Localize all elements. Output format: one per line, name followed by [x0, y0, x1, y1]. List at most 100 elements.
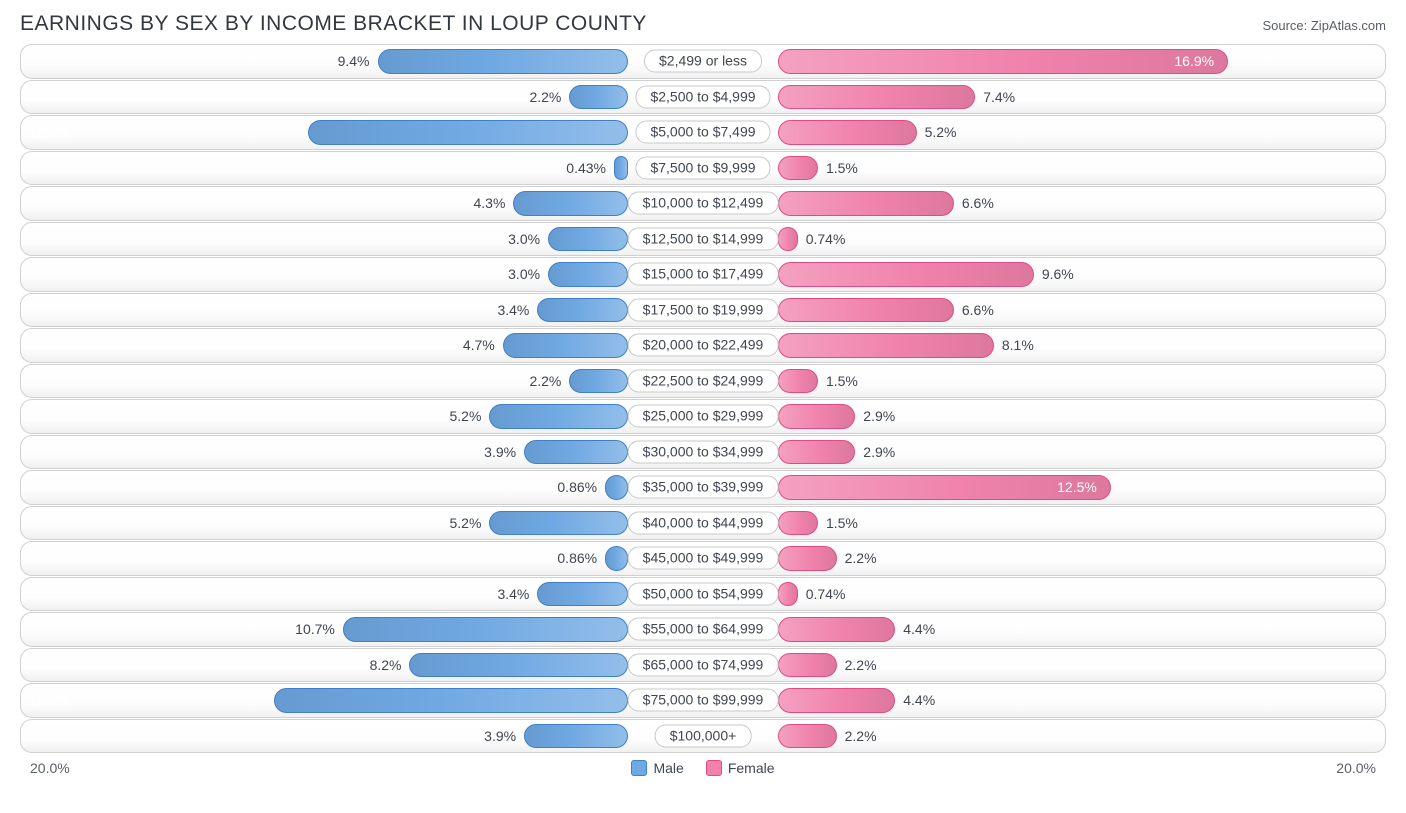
- bar-female: [778, 511, 818, 536]
- axis-max-left: 20.0%: [30, 760, 70, 776]
- chart-row: 5.2% 1.5% $40,000 to $44,999: [20, 506, 1386, 541]
- value-female: 1.5%: [826, 515, 858, 531]
- value-male: 3.0%: [508, 266, 540, 282]
- value-female: 6.6%: [962, 302, 994, 318]
- chart-source: Source: ZipAtlas.com: [1262, 18, 1386, 33]
- bar-male: [548, 227, 628, 252]
- value-female: 0.74%: [806, 231, 846, 247]
- value-male: 3.4%: [497, 302, 529, 318]
- bracket-label: $100,000+: [655, 724, 752, 747]
- chart-row: 3.0% 9.6% $15,000 to $17,499: [20, 257, 1386, 292]
- legend-item-male: Male: [631, 760, 683, 776]
- bracket-label: $35,000 to $39,999: [628, 476, 779, 499]
- bracket-label: $45,000 to $49,999: [628, 547, 779, 570]
- chart-row: 0.86% 12.5% $35,000 to $39,999: [20, 470, 1386, 505]
- bracket-label: $75,000 to $99,999: [628, 689, 779, 712]
- value-female: 2.2%: [845, 728, 877, 744]
- bar-male: [524, 724, 628, 749]
- legend-item-female: Female: [706, 760, 775, 776]
- value-male: 13.3%: [29, 692, 328, 708]
- value-female: 2.9%: [863, 408, 895, 424]
- value-female: 16.9%: [1174, 53, 1214, 69]
- bracket-label: $30,000 to $34,999: [628, 440, 779, 463]
- value-female: 12.5%: [1057, 479, 1097, 495]
- value-female: 2.2%: [845, 657, 877, 673]
- legend-label-female: Female: [728, 760, 775, 776]
- chart-row: 4.7% 8.1% $20,000 to $22,499: [20, 328, 1386, 363]
- bar-male: [537, 582, 628, 607]
- value-male: 5.2%: [450, 515, 482, 531]
- value-female: 4.4%: [903, 621, 935, 637]
- bracket-label: $20,000 to $22,499: [628, 334, 779, 357]
- value-male: 3.9%: [484, 728, 516, 744]
- value-male: 4.3%: [473, 195, 505, 211]
- diverging-bar-chart: 9.4% 16.9% $2,499 or less 2.2%7.4%$2,500 to…: [0, 44, 1406, 753]
- value-male: 3.9%: [484, 444, 516, 460]
- value-female: 6.6%: [962, 195, 994, 211]
- bar-male: [503, 333, 628, 358]
- value-female: 1.5%: [826, 373, 858, 389]
- bar-female: [778, 298, 954, 323]
- bar-male: [409, 653, 628, 678]
- value-male: 12.0%: [29, 124, 362, 140]
- chart-row: 8.2%2.2%$65,000 to $74,999: [20, 648, 1386, 683]
- bar-female: [778, 262, 1034, 287]
- legend-swatch-male: [631, 760, 647, 776]
- bar-male: [537, 298, 628, 323]
- bracket-label: $15,000 to $17,499: [628, 263, 779, 286]
- value-female: 8.1%: [1002, 337, 1034, 353]
- bar-male: [489, 404, 628, 429]
- chart-legend: Male Female: [631, 760, 774, 776]
- legend-label-male: Male: [653, 760, 683, 776]
- bracket-label: $7,500 to $9,999: [635, 156, 770, 179]
- bar-male: [614, 156, 628, 181]
- chart-row: 9.4% 16.9% $2,499 or less: [20, 44, 1386, 79]
- bar-female: [778, 617, 895, 642]
- value-female: 9.6%: [1042, 266, 1074, 282]
- chart-row: 12.0% 5.2% $5,000 to $7,499: [20, 115, 1386, 150]
- chart-row: 3.9%2.9%$30,000 to $34,999: [20, 435, 1386, 470]
- bar-female: [778, 653, 837, 678]
- bar-female: [778, 582, 798, 607]
- chart-row: 0.86% 2.2% $45,000 to $49,999: [20, 541, 1386, 576]
- value-male: 2.2%: [529, 373, 561, 389]
- bracket-label: $5,000 to $7,499: [635, 121, 770, 144]
- chart-row: 2.2%7.4%$2,500 to $4,999: [20, 80, 1386, 115]
- value-male: 0.86%: [557, 479, 597, 495]
- axis-max-right: 20.0%: [1336, 760, 1376, 776]
- value-female: 0.74%: [806, 586, 846, 602]
- bar-female: [778, 404, 855, 429]
- bar-female: [778, 156, 818, 181]
- bracket-label: $25,000 to $29,999: [628, 405, 779, 428]
- bar-male: [569, 369, 628, 394]
- bracket-label: $12,500 to $14,999: [628, 227, 779, 250]
- chart-row: 3.9% 2.2% $100,000+: [20, 719, 1386, 754]
- value-female: 5.2%: [925, 124, 957, 140]
- bar-male: [524, 440, 628, 465]
- value-female: 4.4%: [903, 692, 935, 708]
- value-male: 3.0%: [508, 231, 540, 247]
- value-male: 10.7%: [295, 621, 335, 637]
- value-female: 2.2%: [845, 550, 877, 566]
- bar-male: [513, 191, 628, 216]
- chart-row: 3.0% 0.74% $12,500 to $14,999: [20, 222, 1386, 257]
- bracket-label: $40,000 to $44,999: [628, 511, 779, 534]
- bar-male: [548, 262, 628, 287]
- value-male: 0.86%: [557, 550, 597, 566]
- bar-female: [778, 546, 837, 571]
- bar-male: [489, 511, 628, 536]
- chart-row: 3.4%0.74%$50,000 to $54,999: [20, 577, 1386, 612]
- value-male: 2.2%: [529, 89, 561, 105]
- bar-female: [778, 85, 975, 110]
- value-male: 4.7%: [463, 337, 495, 353]
- bracket-label: $2,499 or less: [644, 50, 762, 73]
- chart-row: 3.4%6.6%$17,500 to $19,999: [20, 293, 1386, 328]
- bar-female: [778, 49, 1228, 74]
- chart-row: 0.43%1.5%$7,500 to $9,999: [20, 151, 1386, 186]
- bar-male: [343, 617, 628, 642]
- chart-row: 5.2%2.9%$25,000 to $29,999: [20, 399, 1386, 434]
- bracket-label: $55,000 to $64,999: [628, 618, 779, 641]
- bar-male: [605, 475, 628, 500]
- value-male: 9.4%: [338, 53, 370, 69]
- chart-row: 4.3%6.6%$10,000 to $12,499: [20, 186, 1386, 221]
